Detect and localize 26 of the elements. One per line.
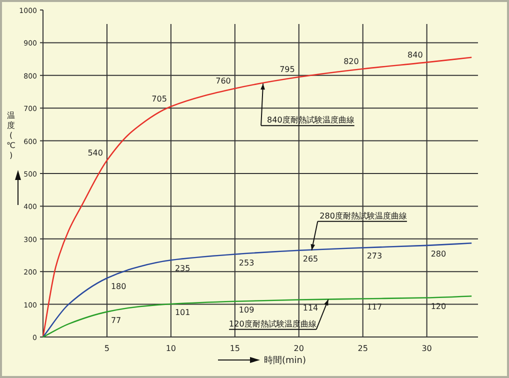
- x-tick-label: 15: [230, 344, 240, 353]
- data-label: 235: [174, 264, 190, 274]
- data-label: 180: [110, 282, 126, 292]
- data-label: 253: [238, 258, 254, 268]
- data-label: 77: [110, 316, 122, 325]
- data-label: 120: [430, 302, 446, 311]
- data-label: 117: [366, 302, 382, 312]
- y-axis-title: 温度(℃): [6, 111, 16, 160]
- x-tick-label: 10: [166, 344, 176, 353]
- data-label: 101: [174, 308, 190, 317]
- data-label: 265: [302, 254, 318, 264]
- data-label: 820: [344, 56, 359, 66]
- x-tick-label: 30: [422, 344, 432, 353]
- data-label: 540: [88, 148, 103, 158]
- data-label: 280: [430, 249, 446, 258]
- data-label: 109: [238, 305, 254, 314]
- x-tick-label: 5: [104, 344, 110, 353]
- data-label: 795: [280, 65, 295, 74]
- data-label: 114: [302, 304, 318, 313]
- x-axis-title: 時間(min): [264, 355, 306, 366]
- x-tick-label: 20: [294, 344, 304, 353]
- data-label: 840: [408, 50, 423, 60]
- data-label: 705: [152, 94, 167, 104]
- data-label: 760: [216, 76, 231, 86]
- x-tick-label: 25: [358, 344, 368, 353]
- data-label: 273: [366, 252, 382, 261]
